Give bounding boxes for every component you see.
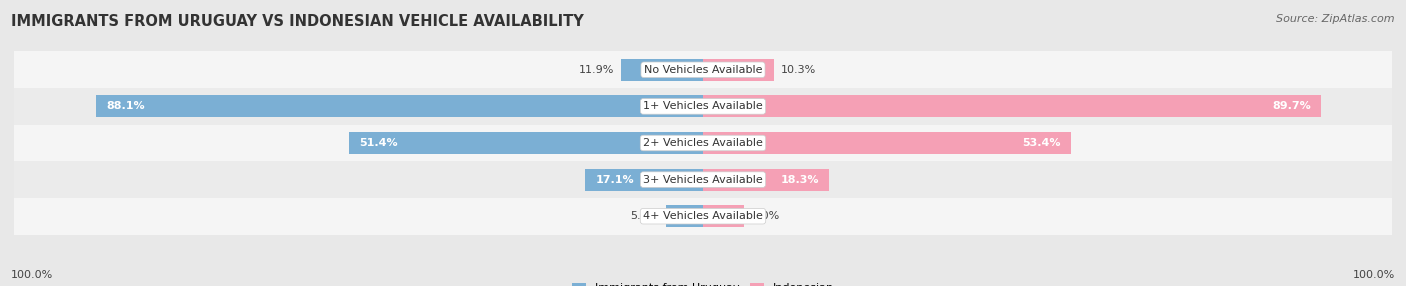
Bar (703, 96, 1322, 117)
Bar (349, 132, 703, 154)
Text: IMMIGRANTS FROM URUGUAY VS INDONESIAN VEHICLE AVAILABILITY: IMMIGRANTS FROM URUGUAY VS INDONESIAN VE… (11, 14, 583, 29)
Text: 53.4%: 53.4% (1022, 138, 1060, 148)
Text: 1+ Vehicles Available: 1+ Vehicles Available (643, 102, 763, 111)
Text: 11.9%: 11.9% (579, 65, 614, 75)
Text: 88.1%: 88.1% (107, 102, 145, 111)
Text: 89.7%: 89.7% (1272, 102, 1310, 111)
Text: 17.1%: 17.1% (596, 175, 634, 184)
Bar (14, 125, 1392, 161)
Bar (703, 132, 1071, 154)
Text: 100.0%: 100.0% (11, 270, 53, 280)
Text: 10.3%: 10.3% (780, 65, 815, 75)
Bar (14, 161, 1392, 198)
Legend: Immigrants from Uruguay, Indonesian: Immigrants from Uruguay, Indonesian (572, 283, 834, 286)
Text: 5.4%: 5.4% (630, 211, 659, 221)
Bar (14, 88, 1392, 125)
Bar (703, 205, 744, 227)
Text: No Vehicles Available: No Vehicles Available (644, 65, 762, 75)
Text: 6.0%: 6.0% (751, 211, 779, 221)
Text: 2+ Vehicles Available: 2+ Vehicles Available (643, 138, 763, 148)
Text: 4+ Vehicles Available: 4+ Vehicles Available (643, 211, 763, 221)
Bar (585, 169, 703, 190)
Bar (14, 198, 1392, 235)
Text: 100.0%: 100.0% (1353, 270, 1395, 280)
Text: Source: ZipAtlas.com: Source: ZipAtlas.com (1277, 14, 1395, 24)
Bar (703, 169, 830, 190)
Bar (703, 59, 773, 81)
Bar (666, 205, 703, 227)
Text: 18.3%: 18.3% (780, 175, 818, 184)
Bar (96, 96, 703, 117)
Bar (621, 59, 703, 81)
Bar (14, 51, 1392, 88)
Text: 51.4%: 51.4% (359, 138, 398, 148)
Text: 3+ Vehicles Available: 3+ Vehicles Available (643, 175, 763, 184)
